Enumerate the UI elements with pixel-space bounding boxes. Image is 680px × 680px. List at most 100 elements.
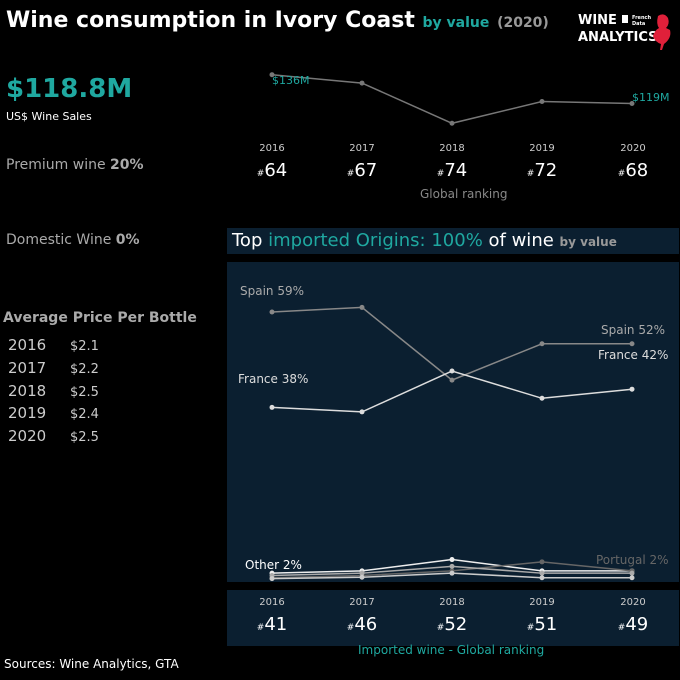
domestic-label: Domestic Wine (6, 232, 112, 248)
sales-line (271, 73, 633, 125)
sales-point (539, 99, 545, 104)
series-4-point (449, 563, 455, 569)
year-label: 2018 (439, 597, 465, 608)
rank-hash: # (526, 169, 535, 179)
import-rank: #52 (422, 614, 482, 635)
imported-ranking-caption: Imported wine - Global ranking (358, 643, 545, 657)
rooster-icon (653, 14, 671, 50)
global-rank: #64 (242, 160, 302, 181)
import-rank: #41 (242, 614, 302, 635)
portugal-end-label: Portugal 2% (596, 553, 669, 567)
sales-trend-chart: $136M $119M (269, 72, 670, 126)
spain-point (359, 304, 365, 310)
title-text: Wine consumption in Ivory Coast (6, 8, 415, 33)
avg-price-year: 2017 (8, 359, 47, 377)
rank-hash: # (256, 169, 265, 179)
imports-rank-panel (227, 590, 679, 646)
spain-point (269, 309, 275, 315)
rank-hash: # (346, 623, 355, 633)
import-rank: #51 (512, 614, 572, 635)
avg-price-row: 2017 $2.2 (8, 359, 99, 377)
avg-price-row: 2019 $2.4 (8, 404, 99, 422)
import-rank-value: 51 (534, 614, 558, 635)
logo-tag-french: French (632, 15, 651, 21)
sales-point (449, 120, 455, 126)
rank-hash: # (346, 169, 355, 179)
year-label: 2020 (620, 597, 646, 608)
rank-hash: # (526, 623, 535, 633)
series-5-point (539, 575, 545, 581)
avg-price-year: 2018 (8, 382, 47, 400)
global-rank-value: 74 (444, 160, 468, 181)
global-rank-value: 64 (264, 160, 288, 181)
year-label: 2016 (259, 143, 285, 154)
year-label: 2020 (620, 143, 646, 154)
avg-price-value: $2.5 (70, 385, 99, 400)
imports-title-c: of wine (482, 230, 554, 251)
france-point (539, 395, 545, 401)
avg-price-row: 2020 $2.5 (8, 427, 99, 445)
import-rank-value: 41 (264, 614, 288, 635)
series-5-point (269, 576, 275, 582)
sources-footnote: Sources: Wine Analytics, GTA (4, 657, 179, 671)
imports-title-bar (227, 228, 679, 254)
year-label: 2019 (529, 143, 555, 154)
import-rank: #49 (603, 614, 663, 635)
series-5-point (449, 570, 455, 576)
imports-title-d: by value (559, 235, 617, 249)
global-rank: #67 (332, 160, 392, 181)
page-title: Wine consumption in Ivory Coast by value… (6, 8, 549, 33)
sales-point (629, 101, 635, 107)
global-rank: #68 (603, 160, 663, 181)
year-label: 2018 (439, 143, 465, 154)
series-4-point (539, 570, 545, 576)
premium-label: Premium wine (6, 157, 106, 173)
logo-graphic: WINE French Data ANALYTICS (578, 13, 671, 50)
imports-title-b: imported Origins: 100% (268, 230, 483, 251)
other-point (449, 557, 455, 563)
logo-tag-data: Data (632, 21, 645, 27)
imports-title-a: Top (232, 230, 269, 251)
spain-end-label: Spain 52% (601, 323, 665, 337)
avg-price-year: 2019 (8, 404, 47, 422)
avg-price-value: $2.2 (70, 362, 99, 377)
avg-price-row: 2018 $2.5 (8, 382, 99, 400)
france-start-label: France 38% (238, 372, 308, 386)
global-rank: #74 (422, 160, 482, 181)
global-rank: #72 (512, 160, 572, 181)
wine-analytics-logo: WINE French Data ANALYTICS (578, 12, 674, 52)
avg-price-value: $2.5 (70, 430, 99, 445)
series-4-point (629, 570, 635, 576)
france-line (271, 370, 633, 413)
imports-title: Top imported Origins: 100% of wine by va… (232, 230, 617, 251)
spain-start-label: Spain 59% (240, 284, 304, 298)
avg-price-title: Average Price Per Bottle (3, 310, 197, 326)
rank-hash: # (617, 623, 626, 633)
year-label: 2019 (529, 597, 555, 608)
year-label: 2017 (349, 597, 375, 608)
sales-point (359, 80, 365, 86)
global-rank-value: 68 (625, 160, 649, 181)
other-start-label: Other 2% (245, 558, 302, 572)
avg-price-year: 2016 (8, 336, 47, 354)
rank-hash: # (256, 623, 265, 633)
premium-wine-stat: Premium wine 20% (6, 157, 144, 173)
spain-point (539, 341, 545, 347)
rank-hash: # (436, 623, 445, 633)
rank-hash: # (436, 169, 445, 179)
spain-point (629, 341, 635, 347)
series-4-point (359, 570, 365, 576)
logo-line1: WINE (578, 13, 617, 28)
global-ranking-caption: Global ranking (420, 187, 508, 201)
portugal-point (539, 559, 545, 565)
year-label: 2017 (349, 143, 375, 154)
france-point (449, 368, 455, 374)
premium-value: 20% (110, 157, 144, 173)
domestic-value: 0% (115, 232, 140, 248)
france-point (269, 404, 275, 410)
avg-price-row: 2016 $2.1 (8, 336, 99, 354)
imports-line-chart: Spain 59% Spain 52% France 38% France 42… (238, 284, 669, 582)
france-point (359, 409, 365, 415)
avg-price-value: $2.4 (70, 407, 99, 422)
import-rank-value: 52 (444, 614, 468, 635)
